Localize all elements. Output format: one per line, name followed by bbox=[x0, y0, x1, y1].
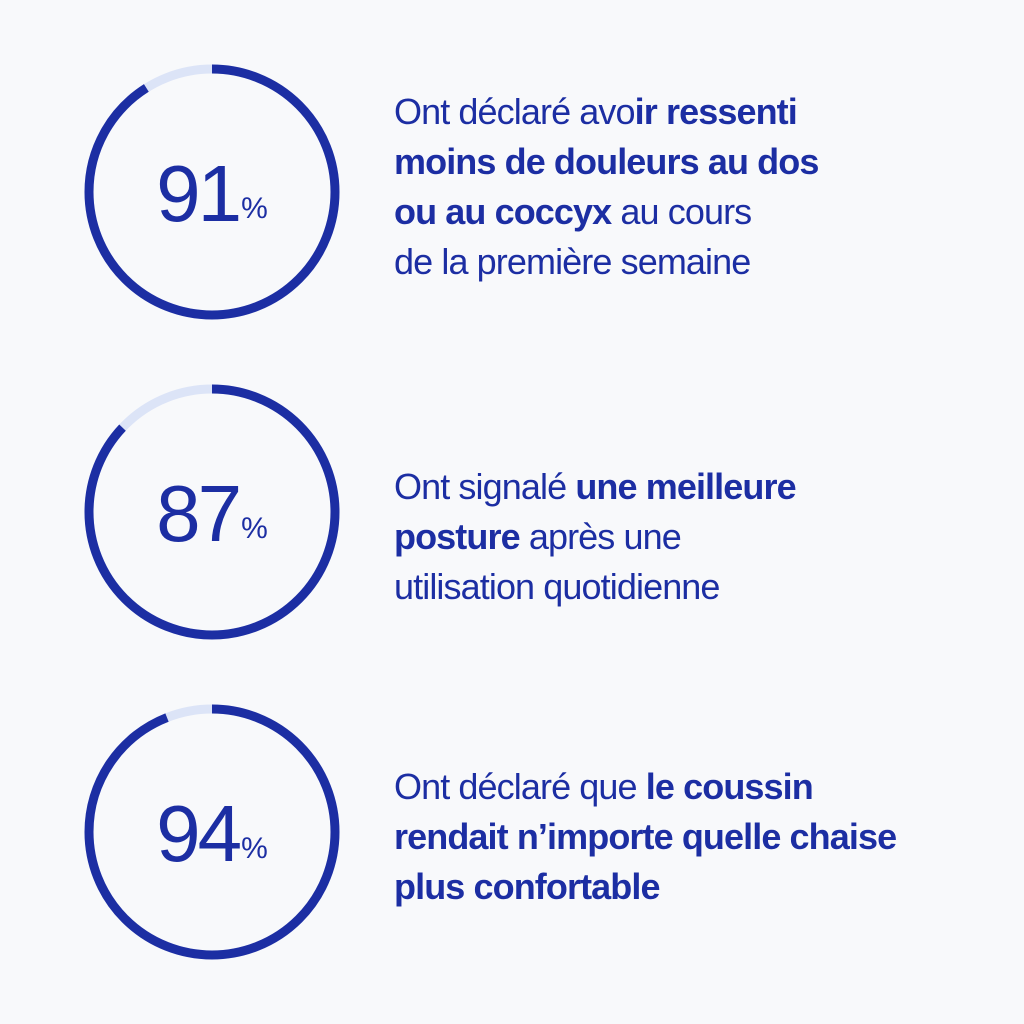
progress-ring-graphic bbox=[84, 704, 340, 960]
stat-value: 87% bbox=[77, 377, 347, 647]
text-bold: plus confortable bbox=[394, 866, 661, 907]
text-bold: rendait n’importe quelle chaise bbox=[394, 816, 897, 857]
percent-sign: % bbox=[241, 192, 268, 225]
stat-value: 91% bbox=[77, 57, 347, 327]
stat-item: 87% Ont signalé une meilleure posture apr… bbox=[0, 377, 1024, 647]
progress-ring-graphic bbox=[84, 384, 340, 640]
text-normal: utilisation quotidienne bbox=[394, 566, 720, 607]
stat-description: Ont déclaré que le coussin rendait n’impo… bbox=[394, 762, 994, 912]
text-bold: ou au coccyx bbox=[394, 191, 612, 232]
stat-description: Ont déclaré avoir ressenti moins de doule… bbox=[394, 87, 984, 287]
text-bold: le coussin bbox=[645, 766, 814, 807]
text-bold: moins de douleurs au dos bbox=[394, 141, 819, 182]
progress-ring: 94% bbox=[77, 697, 347, 967]
text-normal: après une bbox=[519, 516, 682, 557]
text-normal: Ont déclaré avo bbox=[394, 91, 636, 132]
stat-description: Ont signalé une meilleure posture après u… bbox=[394, 462, 984, 612]
progress-ring-graphic bbox=[84, 64, 340, 320]
progress-ring: 87% bbox=[77, 377, 347, 647]
text-normal: Ont déclaré que bbox=[394, 766, 646, 807]
progress-ring: 91% bbox=[77, 57, 347, 327]
text-bold: posture bbox=[394, 516, 521, 557]
percent-sign: % bbox=[241, 832, 268, 865]
text-bold: ir ressenti bbox=[634, 91, 798, 132]
stat-item: 94% Ont déclaré que le coussin rendait n’… bbox=[0, 697, 1024, 967]
text-normal: de la première semaine bbox=[394, 241, 751, 282]
ring-progress-arc bbox=[84, 384, 340, 640]
ring-progress-arc bbox=[84, 64, 340, 320]
text-bold: une meilleure bbox=[575, 466, 796, 507]
stat-percentage-number: 87 bbox=[156, 469, 242, 558]
text-normal: Ont signalé bbox=[394, 466, 576, 507]
text-normal: au cours bbox=[611, 191, 752, 232]
stat-value: 94% bbox=[77, 697, 347, 967]
percent-sign: % bbox=[241, 512, 268, 545]
stat-percentage-number: 94 bbox=[156, 789, 242, 878]
stat-percentage-number: 91 bbox=[156, 149, 242, 238]
ring-progress-arc bbox=[84, 704, 340, 960]
stat-item: 91% Ont déclaré avoir ressenti moins de d… bbox=[0, 57, 1024, 327]
